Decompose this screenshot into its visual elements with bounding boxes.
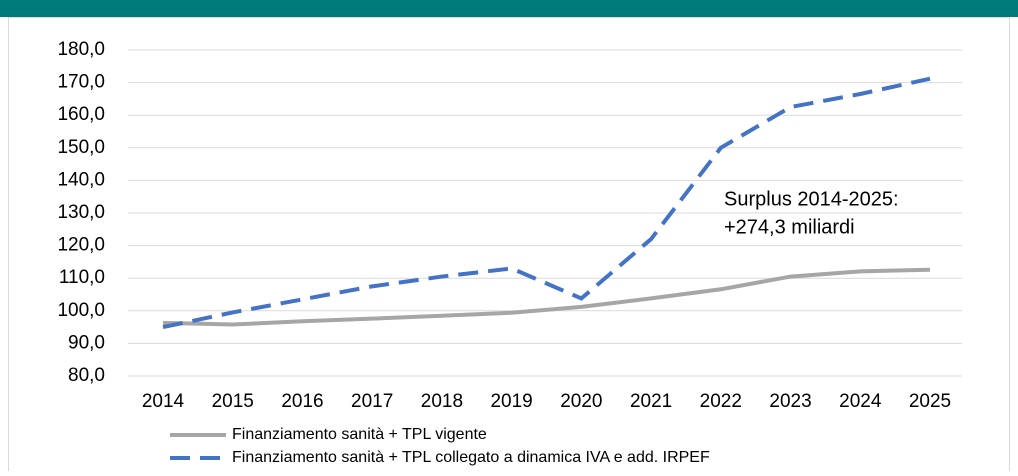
x-tick-label: 2016 xyxy=(281,391,323,412)
x-tick-label: 2021 xyxy=(630,391,672,412)
y-tick-label: 80,0 xyxy=(68,365,105,386)
legend-label: Finanziamento sanità + TPL collegato a d… xyxy=(232,449,710,466)
series-line xyxy=(162,267,931,327)
grid xyxy=(128,49,962,377)
x-tick-label: 2018 xyxy=(421,391,463,412)
x-tick-label: 2020 xyxy=(560,391,602,412)
annotation: Surplus 2014-2025: xyxy=(724,188,899,210)
annotation: +274,3 miliardi xyxy=(724,216,855,238)
header-bar xyxy=(0,0,1018,17)
y-tick-label: 120,0 xyxy=(57,235,105,256)
x-tick-label: 2022 xyxy=(700,391,742,412)
x-tick-label: 2019 xyxy=(490,391,532,412)
y-tick-label: 160,0 xyxy=(57,104,105,125)
y-tick-label: 140,0 xyxy=(57,169,105,190)
x-tick-label: 2014 xyxy=(142,391,185,412)
y-tick-label: 130,0 xyxy=(57,202,105,223)
x-tick-label: 2015 xyxy=(212,391,254,412)
x-tick-label: 2017 xyxy=(351,391,393,412)
x-tick-label: 2023 xyxy=(769,391,811,412)
y-tick-label: 180,0 xyxy=(57,39,105,60)
y-tick-label: 100,0 xyxy=(57,300,105,321)
x-tick-label: 2025 xyxy=(909,391,951,412)
y-tick-label: 150,0 xyxy=(57,137,105,158)
x-tick-label: 2024 xyxy=(839,391,882,412)
series-line xyxy=(162,76,931,330)
legend-label: Finanziamento sanità + TPL vigente xyxy=(232,426,487,443)
y-tick-label: 110,0 xyxy=(59,267,105,288)
chart-frame xyxy=(8,17,1010,476)
y-tick-label: 90,0 xyxy=(68,332,105,353)
y-tick-label: 170,0 xyxy=(57,72,105,93)
